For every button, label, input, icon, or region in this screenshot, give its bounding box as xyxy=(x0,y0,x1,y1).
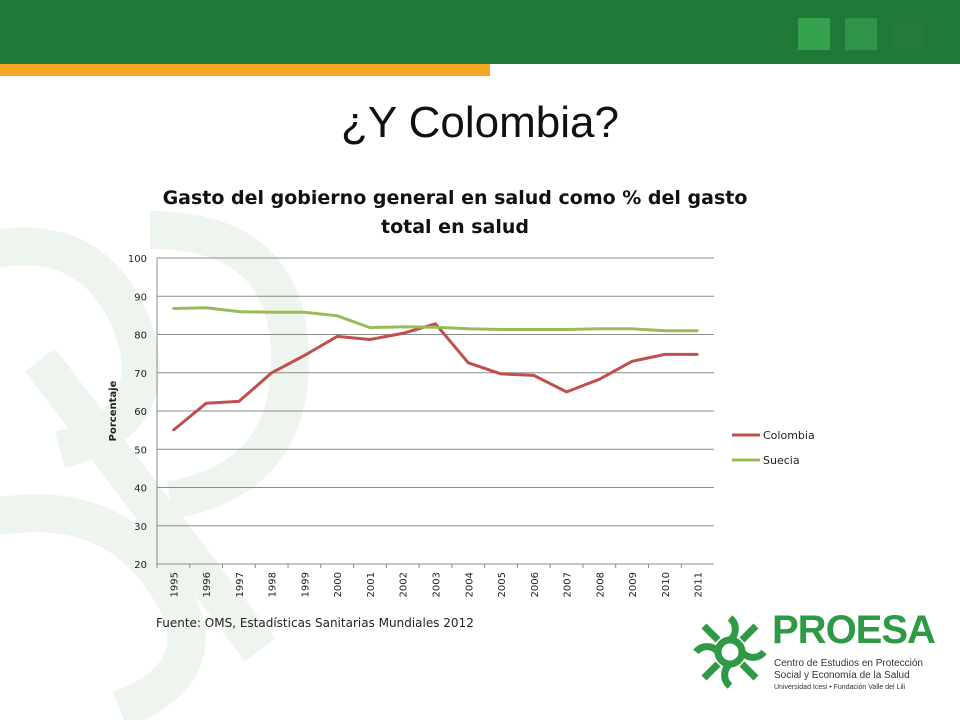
data-point-suecia xyxy=(663,329,667,332)
y-axis-title: Porcentaje xyxy=(108,380,119,441)
x-tick-label: 2002 xyxy=(399,572,410,597)
y-tick-label: 100 xyxy=(128,254,147,265)
data-point-colombia xyxy=(565,390,568,394)
data-point-colombia xyxy=(270,371,273,374)
x-tick-label: 1997 xyxy=(235,572,246,597)
data-point-colombia xyxy=(532,374,535,377)
y-tick-label: 50 xyxy=(134,445,147,456)
series-line-colombia xyxy=(172,322,698,432)
background-watermark xyxy=(0,211,310,720)
data-point-suecia xyxy=(204,306,208,309)
x-tick-label: 2003 xyxy=(432,572,443,597)
x-tick-label: 2006 xyxy=(530,572,541,597)
y-tick-label: 70 xyxy=(134,369,147,380)
data-point-colombia xyxy=(663,353,667,356)
x-tick-label: 2000 xyxy=(333,572,344,597)
data-point-suecia xyxy=(237,310,241,313)
data-point-colombia xyxy=(303,354,306,357)
y-tick-label: 60 xyxy=(134,407,147,418)
data-point-colombia xyxy=(336,335,339,338)
x-tick-label: 2008 xyxy=(595,572,606,597)
data-point-suecia xyxy=(336,314,339,317)
data-point-suecia xyxy=(434,326,437,329)
data-point-colombia xyxy=(237,400,241,403)
y-tick-label: 90 xyxy=(134,292,147,303)
x-tick-label: 2011 xyxy=(694,572,705,597)
data-point-suecia xyxy=(630,327,634,330)
data-point-suecia xyxy=(303,311,306,314)
data-point-suecia xyxy=(565,328,568,331)
x-tick-label: 1999 xyxy=(300,572,311,597)
y-tick-label: 30 xyxy=(134,522,147,533)
proesa-emblem-icon xyxy=(693,615,767,689)
data-point-colombia xyxy=(401,332,404,335)
x-tick-label: 2010 xyxy=(661,572,672,597)
x-tick-label: 1996 xyxy=(202,572,213,597)
data-point-colombia xyxy=(696,353,699,356)
data-point-suecia xyxy=(270,311,273,314)
accent-strip xyxy=(0,64,490,76)
logo-name: PROESA xyxy=(772,608,936,652)
data-point-suecia xyxy=(532,328,535,331)
y-tick-label: 20 xyxy=(134,560,147,571)
data-point-suecia xyxy=(598,327,601,330)
data-point-colombia xyxy=(598,378,601,381)
x-tick-label: 1995 xyxy=(169,572,180,597)
data-point-suecia xyxy=(368,326,372,329)
x-tick-label: 1998 xyxy=(268,572,279,597)
data-point-colombia xyxy=(630,360,634,363)
data-point-colombia xyxy=(434,322,437,325)
data-point-colombia xyxy=(368,338,372,341)
data-point-suecia xyxy=(499,328,503,331)
header-square-2 xyxy=(845,18,877,50)
x-tick-label: 2009 xyxy=(628,572,639,597)
legend-label-suecia: Suecia xyxy=(763,454,800,467)
data-point-colombia xyxy=(204,402,208,405)
data-point-colombia xyxy=(467,361,470,365)
y-tick-label: 40 xyxy=(134,484,147,495)
data-point-colombia xyxy=(172,428,175,432)
data-point-colombia xyxy=(499,372,503,376)
chart-title: Gasto del gobierno general en salud como… xyxy=(162,187,748,238)
logo-subtitle: Centro de Estudios en Protección Social … xyxy=(774,658,923,681)
data-point-suecia xyxy=(696,329,699,332)
line-chart: 20 30 40 50 60 70 80 90 100 1995 1996 1997 1998 1999 2… xyxy=(108,254,815,597)
data-point-suecia xyxy=(172,307,175,310)
source-note: Fuente: OMS, Estadísticas Sanitarias Mun… xyxy=(156,616,474,630)
x-tick-label: 2001 xyxy=(366,572,377,597)
x-tick-label: 2004 xyxy=(464,572,475,597)
slide-title: ¿Y Colombia? xyxy=(341,98,619,147)
data-point-suecia xyxy=(401,325,404,329)
header-square-3 xyxy=(892,18,924,50)
proesa-logo: PROESA Centro de Estudios en Protección … xyxy=(690,608,936,698)
legend-label-colombia: Colombia xyxy=(763,429,815,442)
x-tick-label: 2005 xyxy=(497,572,508,597)
header-square-1 xyxy=(798,18,830,50)
y-tick-label: 80 xyxy=(134,331,147,342)
logo-institutions: Universidad Icesi • Fundación Valle del … xyxy=(774,684,906,691)
data-point-suecia xyxy=(467,327,470,330)
x-tick-label: 2007 xyxy=(563,572,574,597)
